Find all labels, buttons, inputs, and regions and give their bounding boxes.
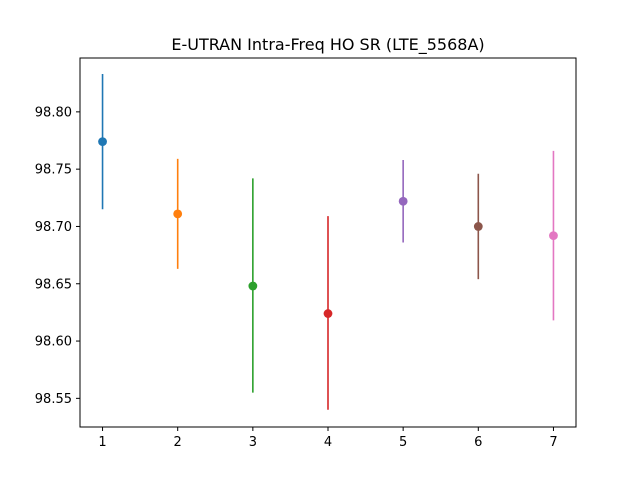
chart-marks (98, 74, 558, 410)
chart-axes: 1 2 3 4 5 6 7 98.55 98.60 98.65 98.70 98.75 98.80 (35, 57, 577, 450)
x-tick-label-3: 3 (249, 435, 257, 450)
y-tick-label-98.60: 98.60 (35, 335, 72, 350)
x-tick-label-1: 1 (98, 435, 106, 450)
y-tick-label-98.55: 98.55 (35, 392, 72, 407)
x-tick-label-5: 5 (399, 435, 407, 450)
y-tick-label-98.65: 98.65 (35, 277, 72, 292)
data-point-3 (248, 281, 258, 291)
chart-title: E-UTRAN Intra-Freq HO SR (LTE_5568A) (171, 35, 484, 55)
x-tick-label-4: 4 (324, 435, 332, 450)
data-point-4 (323, 309, 333, 318)
y-tick-label-98.75: 98.75 (35, 163, 72, 178)
y-tick-label-98.80: 98.80 (35, 105, 72, 120)
data-point-5 (398, 196, 408, 206)
data-point-1 (98, 137, 107, 147)
data-point-2 (173, 209, 183, 219)
x-tick-label-2: 2 (174, 435, 182, 450)
x-tick-label-6: 6 (474, 435, 482, 450)
data-point-7 (549, 231, 558, 241)
x-tick-label-7: 7 (549, 435, 557, 450)
y-tick-label-98.70: 98.70 (35, 220, 72, 235)
data-point-6 (473, 222, 483, 231)
